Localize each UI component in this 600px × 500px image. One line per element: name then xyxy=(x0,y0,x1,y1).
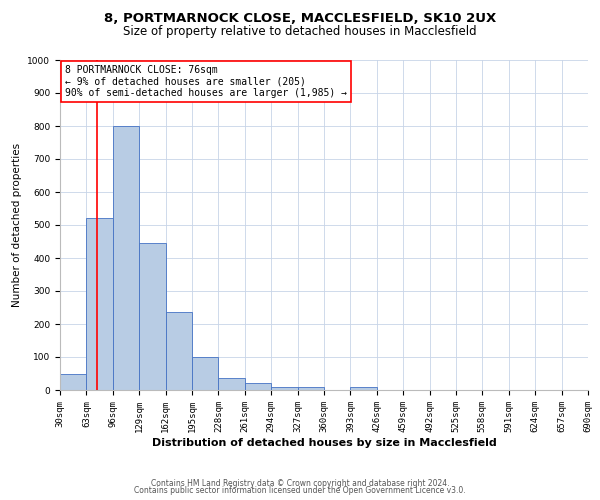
Bar xyxy=(298,386,324,390)
Bar xyxy=(218,378,245,390)
Text: Contains public sector information licensed under the Open Government Licence v3: Contains public sector information licen… xyxy=(134,486,466,495)
Bar xyxy=(192,357,218,390)
Text: Contains HM Land Registry data © Crown copyright and database right 2024.: Contains HM Land Registry data © Crown c… xyxy=(151,478,449,488)
Bar xyxy=(350,388,377,390)
Text: 8 PORTMARNOCK CLOSE: 76sqm
← 9% of detached houses are smaller (205)
90% of semi: 8 PORTMARNOCK CLOSE: 76sqm ← 9% of detac… xyxy=(65,65,347,98)
Y-axis label: Number of detached properties: Number of detached properties xyxy=(12,143,22,307)
X-axis label: Distribution of detached houses by size in Macclesfield: Distribution of detached houses by size … xyxy=(152,438,496,448)
Bar xyxy=(113,126,139,390)
Bar xyxy=(245,384,271,390)
Bar xyxy=(60,374,86,390)
Bar xyxy=(271,386,298,390)
Bar xyxy=(166,312,192,390)
Bar xyxy=(86,218,113,390)
Text: 8, PORTMARNOCK CLOSE, MACCLESFIELD, SK10 2UX: 8, PORTMARNOCK CLOSE, MACCLESFIELD, SK10… xyxy=(104,12,496,26)
Text: Size of property relative to detached houses in Macclesfield: Size of property relative to detached ho… xyxy=(123,25,477,38)
Bar xyxy=(139,243,166,390)
